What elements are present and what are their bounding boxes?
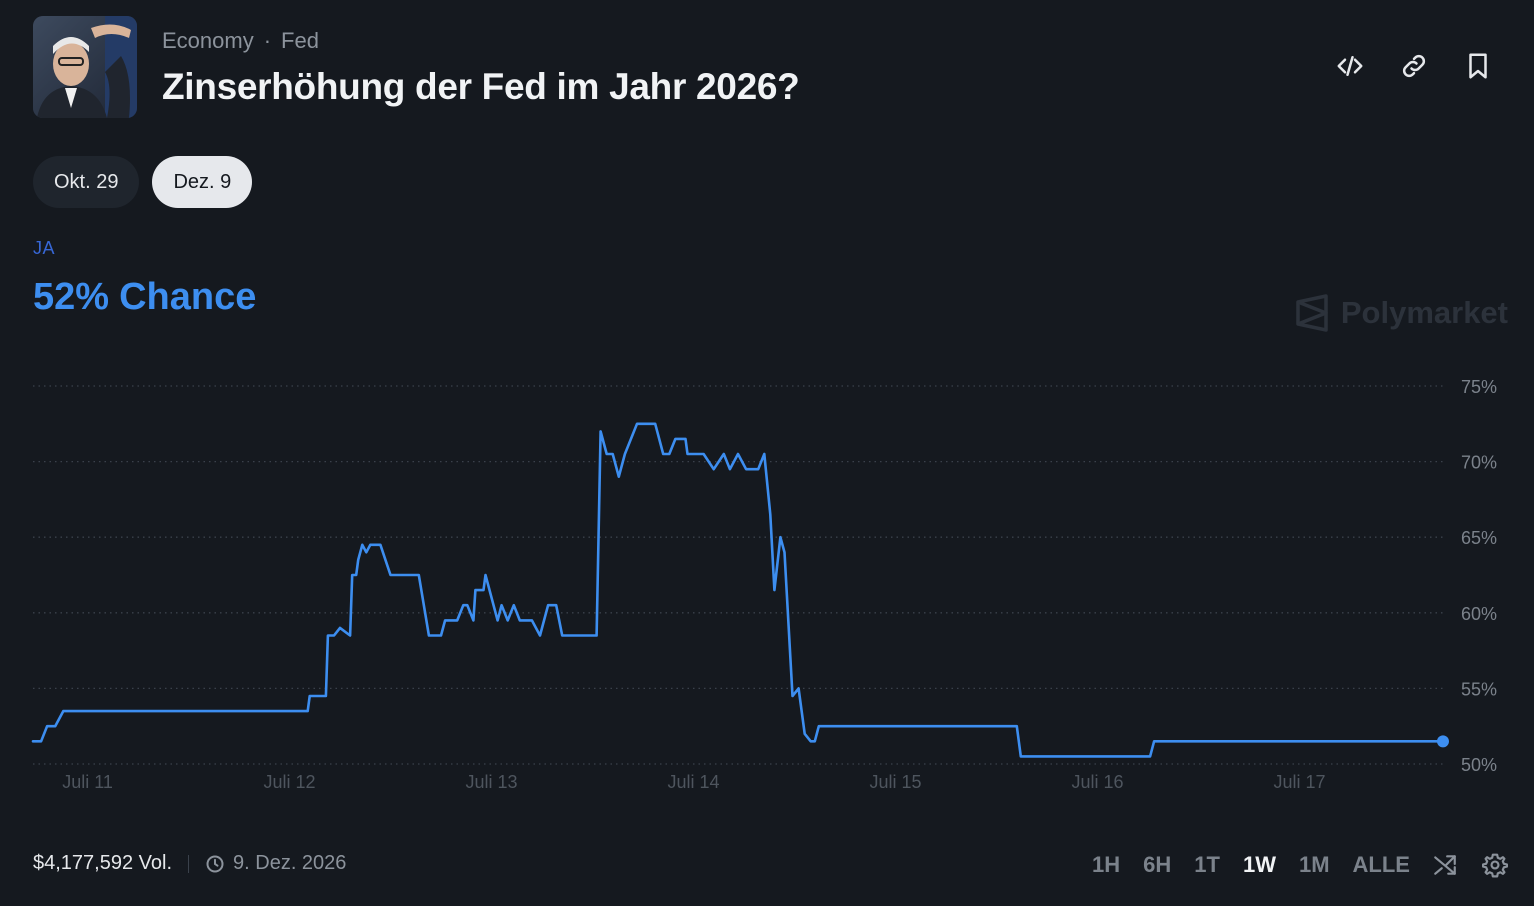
code-embed-icon[interactable] [1332, 48, 1368, 84]
series-end-point [1436, 735, 1449, 748]
chance-readout: 52% Chance [33, 276, 256, 319]
range-alle[interactable]: ALLE [1352, 852, 1410, 877]
breadcrumb-fed[interactable]: Fed [281, 28, 319, 53]
y-tick-label: 60% [1461, 604, 1497, 624]
outcome-label: JA [33, 238, 56, 258]
chance-value: 52% [33, 276, 110, 318]
chance-suffix: Chance [119, 276, 257, 318]
breadcrumb-economy[interactable]: Economy [162, 28, 254, 53]
y-tick-label: 70% [1461, 453, 1497, 473]
price-chart: 75% 70% 65% 60% 55% 50% Juli 11 Juli 12 Juli 13 J… [31, 377, 1497, 792]
market-image [33, 16, 137, 118]
end-date-text: 9. Dez. 2026 [233, 852, 347, 874]
range-1m[interactable]: 1M [1298, 852, 1330, 877]
page-title: Zinserhöhung der Fed im Jahr 2026? [162, 66, 800, 107]
breadcrumb-separator: · [263, 28, 272, 53]
y-tick-label: 50% [1461, 755, 1497, 775]
breadcrumb: Economy · Fed [162, 28, 319, 54]
date-tab-dez-9[interactable]: Dez. 9 [152, 156, 253, 208]
top-actions [1332, 48, 1496, 84]
x-tick-label: Juli 11 [62, 772, 113, 792]
range-1w[interactable]: 1W [1242, 852, 1276, 877]
shuffle-icon[interactable] [1430, 850, 1460, 880]
time-range-selector: 1H 6H 1T 1W 1M ALLE [1092, 852, 1410, 878]
chart-tools [1430, 850, 1510, 880]
x-tick-label: Juli 16 [1072, 772, 1124, 792]
clock-icon [206, 855, 224, 872]
x-tick-label: Juli 13 [466, 772, 518, 792]
stats-divider [188, 854, 190, 873]
range-1h[interactable]: 1H [1092, 852, 1121, 877]
range-6h[interactable]: 6H [1143, 852, 1172, 877]
range-1t[interactable]: 1T [1194, 852, 1220, 877]
chart-grid [33, 385, 1445, 765]
series-line-0 [31, 422, 1445, 758]
chart-axis-labels: 75% 70% 65% 60% 55% 50% Juli 11 Juli 12 Juli 13 J… [62, 377, 1497, 792]
polymarket-logo-icon [1296, 294, 1328, 332]
x-tick-label: Juli 17 [1274, 772, 1326, 792]
x-tick-label: Juli 15 [870, 772, 922, 792]
chart-series [31, 422, 1449, 758]
date-tabs: Okt. 29 Dez. 9 [33, 156, 253, 208]
x-tick-label: Juli 12 [264, 772, 316, 792]
date-tab-okt-29[interactable]: Okt. 29 [33, 156, 140, 208]
x-tick-label: Juli 14 [668, 772, 720, 792]
watermark-text: Polymarket [1340, 295, 1508, 330]
end-date: 9. Dez. 2026 [205, 852, 346, 875]
y-tick-label: 55% [1461, 679, 1497, 699]
settings-icon[interactable] [1480, 850, 1510, 880]
y-tick-label: 75% [1461, 377, 1497, 397]
bookmark-icon[interactable] [1460, 48, 1496, 84]
link-icon[interactable] [1396, 48, 1432, 84]
market-stats: $4,177,592 Vol. 9. Dez. 2026 [33, 852, 346, 875]
polymarket-watermark: Polymarket [1295, 294, 1508, 332]
y-tick-label: 65% [1461, 528, 1497, 548]
volume-text: $4,177,592 Vol. [33, 852, 173, 874]
